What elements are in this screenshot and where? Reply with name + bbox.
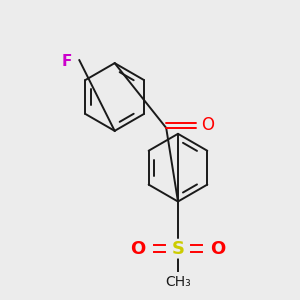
Text: O: O (210, 240, 226, 258)
Text: S: S (172, 240, 184, 258)
Text: O: O (130, 240, 146, 258)
Text: O: O (202, 116, 214, 134)
Text: CH₃: CH₃ (165, 275, 191, 289)
Text: F: F (61, 54, 72, 69)
